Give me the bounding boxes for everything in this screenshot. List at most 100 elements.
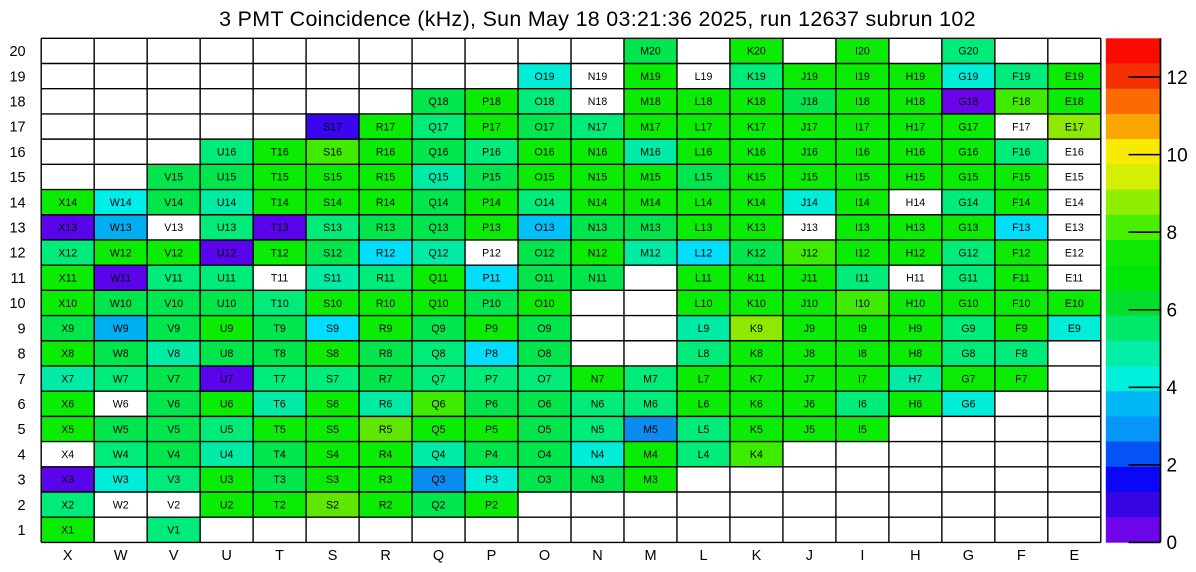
svg-text:V2: V2 (167, 499, 180, 511)
svg-text:X7: X7 (61, 373, 74, 385)
svg-text:V3: V3 (167, 474, 180, 486)
svg-text:J8: J8 (804, 348, 815, 360)
svg-text:T: T (275, 548, 284, 564)
svg-text:R12: R12 (376, 247, 396, 259)
svg-text:13: 13 (9, 221, 25, 237)
svg-text:M19: M19 (640, 71, 661, 83)
svg-text:V1: V1 (167, 525, 180, 537)
svg-text:L5: L5 (698, 424, 710, 436)
svg-text:O18: O18 (534, 96, 554, 108)
svg-text:U9: U9 (220, 323, 234, 335)
svg-text:I6: I6 (858, 399, 867, 411)
svg-text:G19: G19 (958, 71, 978, 83)
svg-text:I10: I10 (855, 298, 870, 310)
svg-text:S13: S13 (323, 222, 342, 234)
svg-text:I11: I11 (855, 273, 869, 285)
svg-text:X1: X1 (61, 525, 74, 537)
svg-text:18: 18 (9, 95, 25, 111)
svg-text:L4: L4 (698, 449, 710, 461)
svg-text:V14: V14 (164, 197, 183, 209)
svg-text:L: L (699, 548, 707, 564)
svg-text:P16: P16 (482, 147, 501, 159)
svg-text:X11: X11 (59, 273, 77, 285)
svg-text:E9: E9 (1068, 323, 1081, 335)
svg-text:V6: V6 (167, 399, 180, 411)
svg-text:K14: K14 (747, 197, 766, 209)
svg-text:V8: V8 (167, 348, 180, 360)
svg-text:15: 15 (9, 170, 25, 186)
svg-text:L9: L9 (698, 323, 710, 335)
svg-text:L19: L19 (695, 71, 713, 83)
svg-text:N4: N4 (591, 449, 605, 461)
svg-text:S10: S10 (323, 298, 342, 310)
svg-text:I9: I9 (858, 323, 867, 335)
svg-text:M14: M14 (640, 197, 661, 209)
svg-text:N5: N5 (591, 424, 605, 436)
svg-text:U5: U5 (220, 424, 234, 436)
svg-text:X4: X4 (61, 449, 74, 461)
svg-text:H17: H17 (906, 121, 926, 133)
svg-text:P7: P7 (485, 373, 498, 385)
svg-text:J15: J15 (801, 172, 818, 184)
svg-text:F: F (1017, 548, 1026, 564)
svg-text:8: 8 (1167, 223, 1178, 244)
svg-text:W5: W5 (113, 424, 129, 436)
svg-text:F19: F19 (1012, 71, 1030, 83)
svg-text:G11: G11 (959, 273, 978, 285)
svg-text:J11: J11 (801, 273, 817, 285)
svg-text:E11: E11 (1065, 273, 1083, 285)
svg-text:H6: H6 (909, 399, 923, 411)
svg-text:F8: F8 (1015, 348, 1027, 360)
svg-text:V: V (169, 548, 179, 564)
svg-text:L14: L14 (695, 197, 713, 209)
svg-text:J6: J6 (804, 399, 815, 411)
svg-text:N17: N17 (588, 121, 608, 133)
svg-text:S17: S17 (323, 121, 342, 133)
svg-text:F11: F11 (1013, 273, 1031, 285)
svg-text:R17: R17 (376, 121, 396, 133)
svg-text:H13: H13 (906, 222, 926, 234)
svg-text:E16: E16 (1065, 147, 1084, 159)
svg-text:I12: I12 (855, 247, 870, 259)
svg-text:U16: U16 (217, 147, 237, 159)
svg-text:R4: R4 (379, 449, 393, 461)
svg-text:E15: E15 (1065, 172, 1084, 184)
svg-text:P15: P15 (482, 172, 501, 184)
svg-text:S4: S4 (326, 449, 339, 461)
svg-text:J18: J18 (801, 96, 818, 108)
svg-text:I13: I13 (855, 222, 870, 234)
svg-text:T9: T9 (273, 323, 285, 335)
svg-text:1: 1 (18, 523, 26, 539)
svg-text:W2: W2 (113, 499, 129, 511)
svg-text:T8: T8 (273, 348, 285, 360)
svg-text:X: X (63, 548, 73, 564)
svg-text:W: W (114, 548, 128, 564)
svg-text:E: E (1069, 548, 1079, 564)
svg-text:T3: T3 (273, 474, 285, 486)
svg-text:U12: U12 (217, 247, 237, 259)
svg-text:S3: S3 (326, 474, 339, 486)
svg-text:W14: W14 (110, 197, 132, 209)
svg-text:L7: L7 (698, 373, 710, 385)
svg-text:K: K (752, 548, 762, 564)
svg-text:Q13: Q13 (428, 222, 448, 234)
svg-text:P3: P3 (485, 474, 498, 486)
svg-text:X10: X10 (58, 298, 77, 310)
svg-text:5: 5 (18, 422, 26, 438)
svg-text:T10: T10 (270, 298, 288, 310)
svg-text:F18: F18 (1012, 96, 1030, 108)
svg-text:R9: R9 (379, 323, 393, 335)
svg-text:K16: K16 (747, 147, 766, 159)
svg-text:6: 6 (1167, 301, 1178, 322)
svg-text:S9: S9 (326, 323, 339, 335)
svg-text:K13: K13 (747, 222, 766, 234)
svg-text:P17: P17 (482, 121, 501, 133)
svg-text:G13: G13 (958, 222, 978, 234)
svg-text:S15: S15 (323, 172, 342, 184)
svg-text:X5: X5 (61, 424, 74, 436)
svg-text:N16: N16 (588, 147, 608, 159)
svg-text:E19: E19 (1065, 71, 1084, 83)
svg-text:2: 2 (1167, 456, 1178, 477)
svg-text:3: 3 (18, 473, 26, 489)
svg-text:Q10: Q10 (428, 298, 448, 310)
